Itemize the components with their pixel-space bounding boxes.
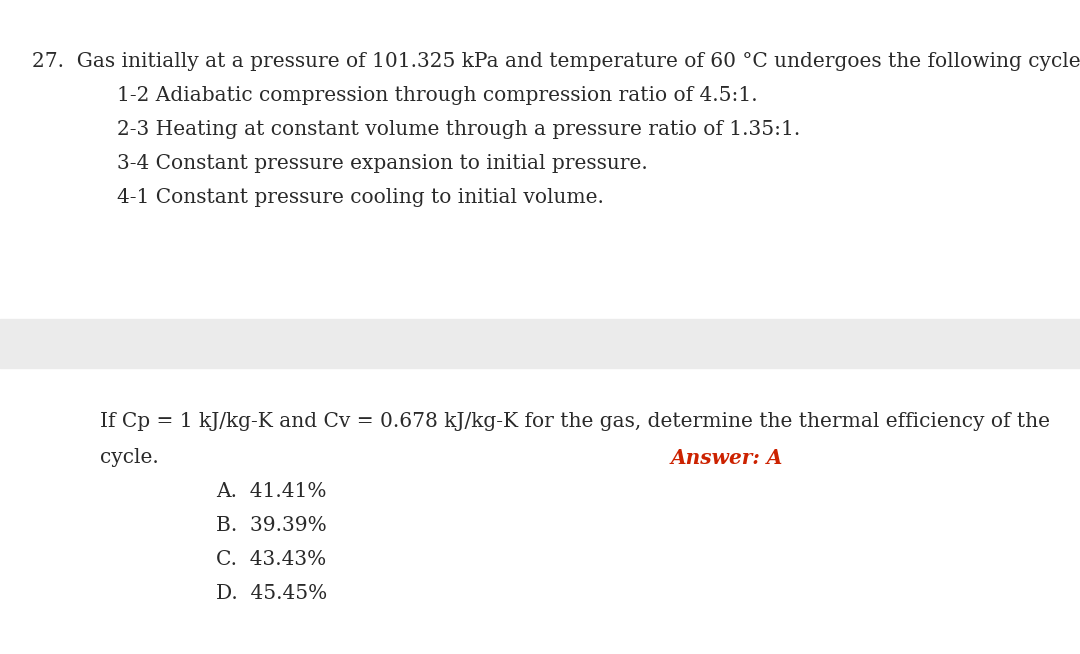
Text: 3-4 Constant pressure expansion to initial pressure.: 3-4 Constant pressure expansion to initi… [117,154,647,173]
Text: 1-2 Adiabatic compression through compression ratio of 4.5:1.: 1-2 Adiabatic compression through compre… [117,86,757,105]
Text: 2-3 Heating at constant volume through a pressure ratio of 1.35:1.: 2-3 Heating at constant volume through a… [117,120,800,139]
Text: D.  45.45%: D. 45.45% [216,584,327,603]
Text: cycle.: cycle. [100,448,165,467]
Text: A.  41.41%: A. 41.41% [216,482,326,501]
Text: B.  39.39%: B. 39.39% [216,516,327,535]
Text: 4-1 Constant pressure cooling to initial volume.: 4-1 Constant pressure cooling to initial… [117,188,604,207]
Text: Answer: A: Answer: A [671,448,783,468]
Text: If Cp = 1 kJ/kg-K and Cv = 0.678 kJ/kg-K for the gas, determine the thermal effi: If Cp = 1 kJ/kg-K and Cv = 0.678 kJ/kg-K… [100,412,1051,431]
Text: C.  43.43%: C. 43.43% [216,550,326,569]
Text: 27.  Gas initially at a pressure of 101.325 kPa and temperature of 60 °C undergo: 27. Gas initially at a pressure of 101.3… [32,52,1080,71]
